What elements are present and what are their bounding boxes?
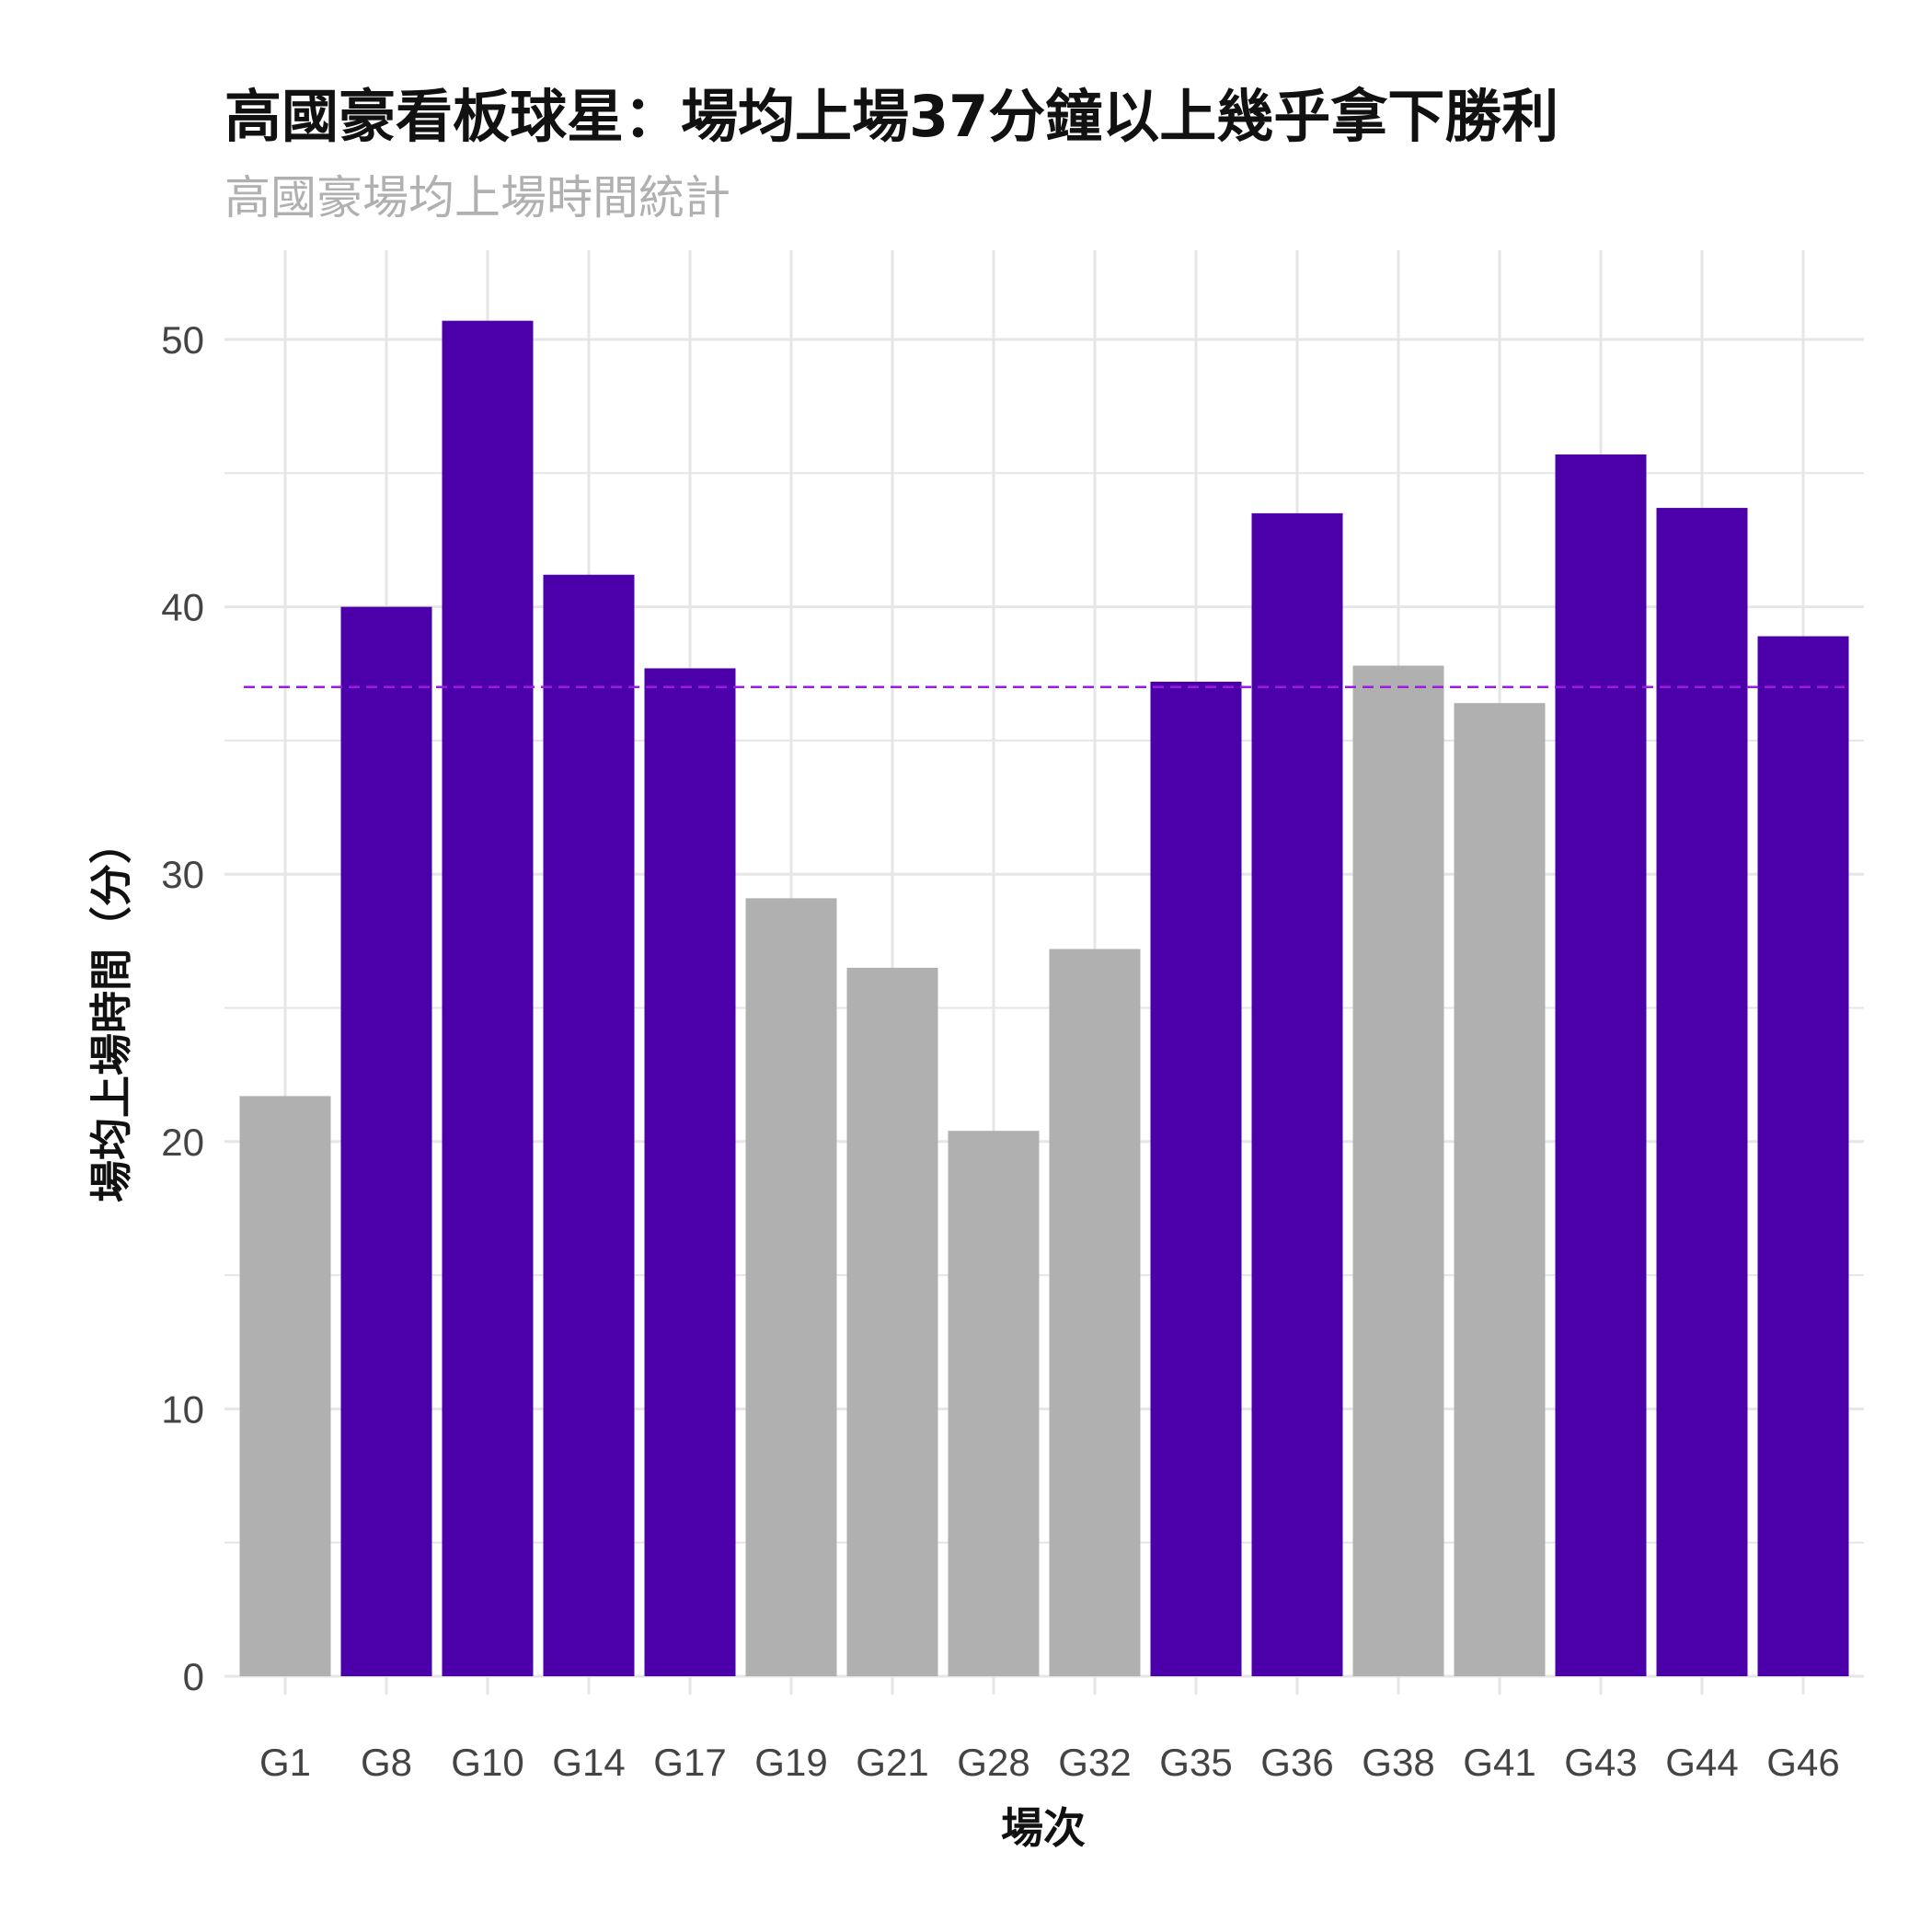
bar-G32: [1049, 949, 1141, 1676]
bar-G10: [442, 320, 534, 1677]
x-tick-label: G32: [1058, 1741, 1131, 1784]
x-tick-label: G35: [1159, 1741, 1232, 1784]
x-tick-label: G36: [1260, 1741, 1333, 1784]
y-tick-label: 30: [161, 853, 204, 896]
bar-G8: [340, 606, 432, 1676]
bar-G21: [846, 967, 938, 1676]
x-axis-title: 場次: [1001, 1803, 1086, 1853]
y-tick-label: 10: [161, 1387, 204, 1431]
x-tick-label: G10: [451, 1741, 523, 1784]
bars: [239, 320, 1849, 1677]
y-tick-label: 40: [161, 586, 204, 629]
bar-G38: [1352, 665, 1444, 1676]
x-tick-label: G41: [1463, 1741, 1535, 1784]
y-tick-label: 50: [161, 318, 204, 362]
x-tick-label: G21: [856, 1741, 928, 1784]
chart-title: 高國豪看板球星：場均上場37分鐘以上幾乎拿下勝利: [224, 83, 1558, 150]
x-tick-label: G19: [754, 1741, 827, 1784]
x-tick-label: G8: [361, 1741, 412, 1784]
bar-G43: [1555, 454, 1647, 1676]
x-tick-label: G44: [1665, 1741, 1738, 1784]
bar-G46: [1757, 636, 1849, 1677]
bar-G35: [1150, 681, 1242, 1676]
x-tick-label: G14: [552, 1741, 625, 1784]
x-tick-label: G17: [653, 1741, 726, 1784]
bar-G44: [1656, 508, 1748, 1676]
chart-subtitle: 高國豪場均上場時間統計: [224, 171, 730, 224]
y-axis-ticks: 0 10 20 30 40 50: [161, 318, 204, 1698]
bar-G36: [1251, 512, 1343, 1676]
bar-G28: [948, 1131, 1040, 1676]
x-tick-label: G1: [259, 1741, 311, 1784]
y-axis-title: 場均上場時間（分）: [86, 822, 136, 1202]
x-tick-label: G43: [1564, 1741, 1637, 1784]
bar-G19: [745, 898, 837, 1676]
x-tick-label: G46: [1766, 1741, 1839, 1784]
x-tick-label: G28: [957, 1741, 1029, 1784]
bar-G17: [644, 668, 736, 1676]
bar-G14: [543, 574, 635, 1676]
y-tick-label: 20: [161, 1121, 204, 1164]
bar-G1: [239, 1096, 331, 1676]
bar-G41: [1454, 703, 1546, 1676]
y-tick-label: 0: [183, 1655, 204, 1698]
x-axis-ticks: G1 G8 G10 G14 G17 G19 G21 G28 G32 G35 G36 G38 G41 G43…: [259, 1741, 1840, 1784]
x-tick-label: G38: [1362, 1741, 1434, 1784]
